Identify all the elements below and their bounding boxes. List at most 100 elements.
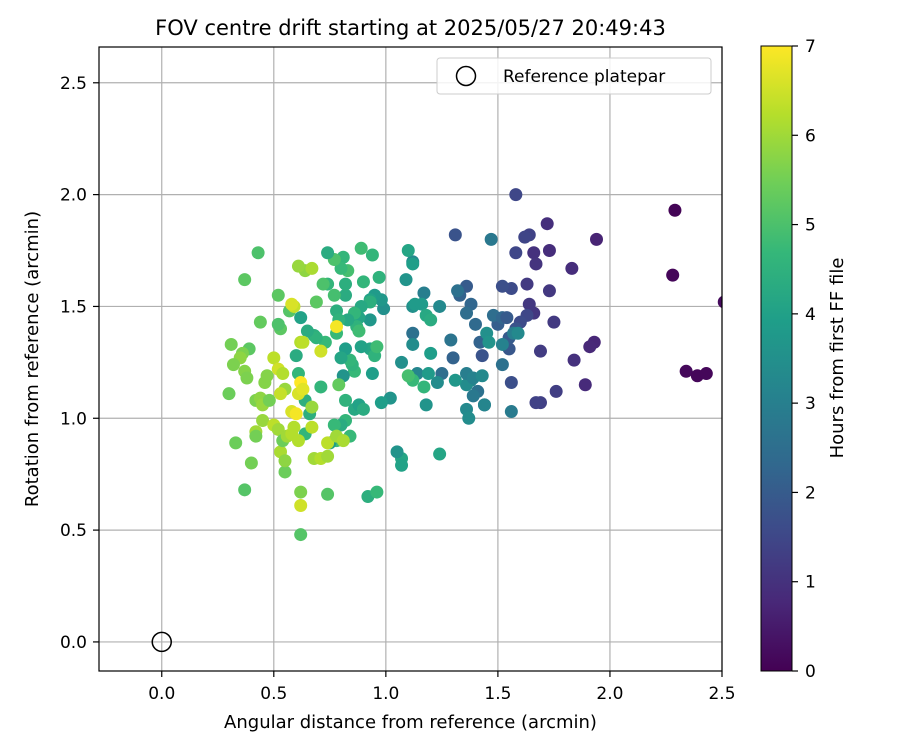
y-tick-label: 0.0	[60, 633, 87, 653]
colorbar-tick-label: 1	[805, 573, 816, 593]
data-point	[462, 411, 476, 425]
data-point	[504, 375, 518, 389]
data-point	[529, 257, 543, 271]
x-tick-label: 2.0	[596, 684, 623, 704]
data-point	[256, 414, 270, 428]
legend-box	[436, 57, 712, 95]
data-point	[430, 375, 444, 389]
x-axis-ticks: 0.0 0.5 1.0 1.5 2.0 2.5	[148, 671, 736, 704]
data-point	[363, 313, 377, 327]
data-point	[547, 315, 561, 329]
colorbar: 0 1 2 3 4 5 6 7 Hours from first FF file	[760, 37, 848, 682]
data-point	[339, 288, 353, 302]
y-tick-label: 0.5	[60, 521, 87, 541]
data-point	[417, 286, 431, 300]
data-point	[433, 447, 447, 461]
data-point	[401, 369, 415, 383]
colorbar-tick-label: 4	[805, 305, 816, 325]
colorbar-tick-label: 7	[805, 37, 816, 57]
data-point	[356, 402, 370, 416]
data-point	[271, 288, 285, 302]
data-point	[365, 248, 379, 262]
data-point	[448, 373, 462, 387]
data-point	[495, 358, 509, 372]
data-point	[500, 311, 514, 325]
data-point	[238, 483, 252, 497]
data-point	[354, 340, 368, 354]
plot-frame	[98, 46, 723, 672]
data-point	[395, 458, 409, 472]
data-point	[334, 261, 348, 275]
data-point	[372, 270, 386, 284]
y-tick-label: 2.0	[60, 186, 87, 206]
data-point	[238, 273, 252, 287]
data-point	[446, 351, 460, 365]
data-point	[321, 436, 335, 450]
data-point	[316, 277, 330, 291]
data-point	[321, 487, 335, 501]
data-point	[271, 422, 285, 436]
data-point	[334, 351, 348, 365]
data-point	[509, 246, 523, 260]
colorbar-gradient	[760, 45, 793, 672]
colorbar-tick-label: 6	[805, 126, 816, 146]
data-point	[222, 387, 236, 401]
data-point	[296, 335, 310, 349]
data-point	[406, 257, 420, 271]
data-point	[339, 393, 353, 407]
data-point	[509, 188, 523, 202]
data-point	[417, 380, 431, 394]
data-point	[666, 268, 680, 282]
data-point	[260, 369, 274, 383]
data-point	[495, 337, 509, 351]
data-point	[529, 396, 543, 410]
y-tick-label: 1.0	[60, 409, 87, 429]
data-point	[332, 378, 346, 392]
data-point	[433, 299, 447, 313]
colorbar-ticks: 0 1 2 3 4 5 6 7	[792, 37, 816, 682]
data-point	[336, 434, 350, 448]
data-point	[253, 315, 267, 329]
data-point	[424, 346, 438, 360]
data-point	[401, 244, 415, 258]
data-points	[151, 188, 722, 653]
data-point	[244, 456, 258, 470]
data-point	[321, 246, 335, 260]
colorbar-tick-label: 0	[805, 662, 816, 682]
data-point	[424, 313, 438, 327]
data-point	[466, 389, 480, 403]
colorbar-tick-label: 2	[805, 483, 816, 503]
data-point	[289, 349, 303, 363]
data-point	[341, 313, 355, 327]
data-point	[278, 454, 292, 468]
legend-entry-reference: Reference platepar	[503, 67, 665, 87]
data-point	[590, 232, 604, 246]
data-point	[370, 485, 384, 499]
x-tick-label: 0.5	[260, 684, 287, 704]
data-point	[249, 429, 263, 443]
x-tick-label: 2.5	[708, 684, 735, 704]
data-point	[522, 297, 536, 311]
data-point	[567, 353, 581, 367]
data-point	[527, 246, 541, 260]
data-point	[668, 203, 682, 217]
data-point	[390, 445, 404, 459]
data-point	[565, 261, 579, 275]
data-point	[330, 320, 344, 334]
data-point	[473, 335, 487, 349]
data-point	[354, 241, 368, 255]
data-point	[278, 465, 292, 479]
data-point	[291, 434, 305, 448]
data-point	[477, 398, 491, 412]
data-point	[229, 436, 243, 450]
x-tick-label: 1.5	[484, 684, 511, 704]
data-point	[291, 259, 305, 273]
data-point	[421, 367, 435, 381]
data-point	[294, 311, 308, 325]
data-point	[251, 246, 265, 260]
reference-marker	[151, 631, 172, 653]
data-point	[274, 387, 288, 401]
data-point	[444, 333, 458, 347]
data-point	[289, 407, 303, 421]
